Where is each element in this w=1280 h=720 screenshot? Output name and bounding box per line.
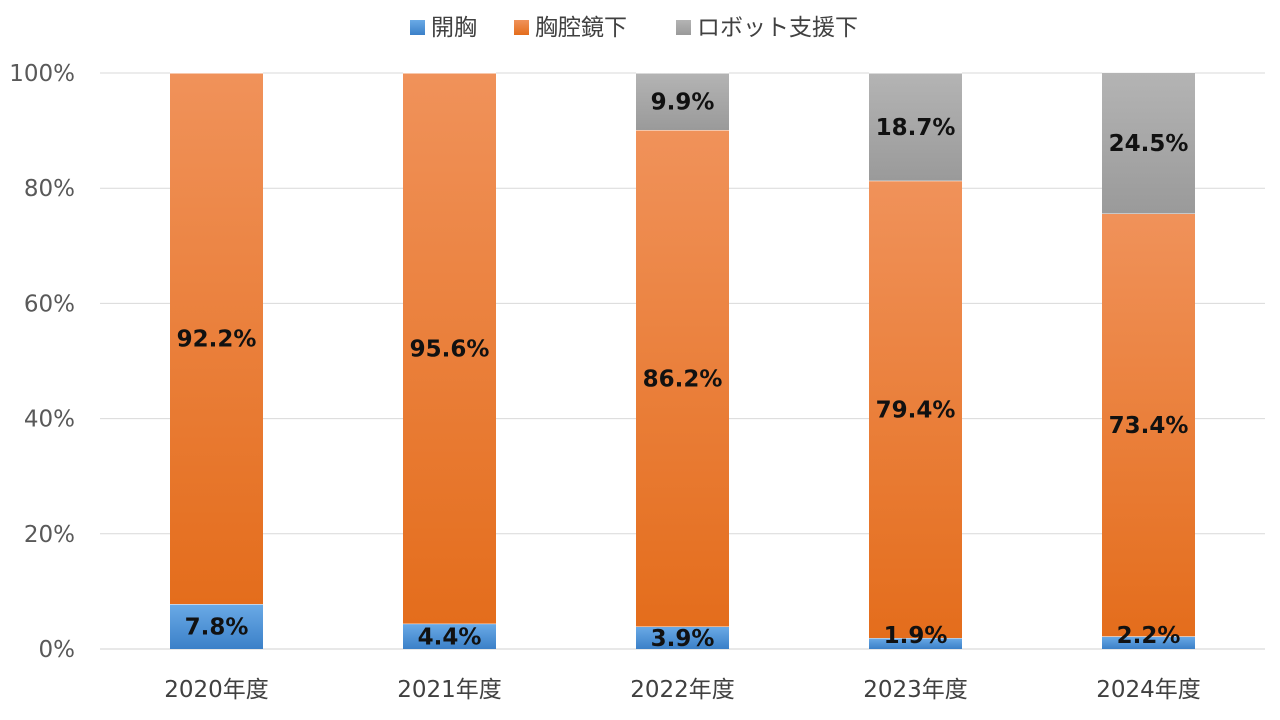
- data-label: 1.9%: [884, 623, 948, 649]
- x-tick-label: 2020年度: [164, 677, 269, 703]
- bar-segment: [1102, 213, 1195, 637]
- y-tick-label: 40%: [24, 407, 75, 433]
- x-axis: 2020年度 2021年度 2022年度 2023年度 2024年度: [164, 677, 1201, 703]
- legend-swatch: [410, 20, 425, 35]
- bar-segment: [1102, 636, 1195, 649]
- data-label: 95.6%: [410, 336, 490, 362]
- data-label: 18.7%: [876, 115, 956, 141]
- x-tick-label: 2021年度: [397, 677, 502, 703]
- bar-segment: [869, 638, 962, 649]
- bar-segment: [403, 623, 496, 649]
- bar-segment: [869, 180, 962, 639]
- bar-segment: [636, 73, 729, 131]
- bar-segment: [636, 130, 729, 627]
- bar-group: 1.9% 79.4% 18.7%: [869, 72, 962, 649]
- data-label: 2.2%: [1117, 623, 1181, 649]
- bar-group: 2.2% 73.4% 24.5%: [1102, 71, 1195, 649]
- x-tick-label: 2024年度: [1096, 677, 1201, 703]
- y-tick-label: 80%: [24, 176, 75, 202]
- data-label: 24.5%: [1109, 131, 1189, 157]
- data-label: 7.8%: [185, 615, 249, 641]
- bar-segment: [403, 73, 496, 624]
- legend-label: 開胸: [431, 15, 477, 41]
- bar-segment: [1102, 72, 1195, 214]
- y-tick-label: 60%: [24, 291, 75, 317]
- data-label: 4.4%: [418, 624, 482, 650]
- x-tick-label: 2023年度: [863, 677, 968, 703]
- y-tick-label: 20%: [24, 522, 75, 548]
- legend-item: 胸腔鏡下: [514, 15, 627, 41]
- legend-swatch: [514, 20, 529, 35]
- bar-segment: [170, 73, 263, 605]
- y-axis: 0% 20% 40% 60% 80% 100%: [9, 61, 75, 663]
- legend-item: ロボット支援下: [676, 15, 858, 41]
- bar-segment: [170, 604, 263, 649]
- data-label: 3.9%: [651, 626, 715, 652]
- data-label: 86.2%: [643, 366, 723, 392]
- bar-group: 3.9% 86.2% 9.9%: [636, 72, 729, 652]
- bars: 7.8% 92.2% 4.4% 95.6% 3.9% 86.2% 9.9% 1.9% 79.4%…: [170, 71, 1195, 652]
- x-tick-label: 2022年度: [630, 677, 735, 703]
- y-tick-label: 0%: [39, 637, 76, 663]
- data-label: 92.2%: [177, 327, 257, 353]
- data-label: 79.4%: [876, 397, 956, 423]
- bar-group: 4.4% 95.6%: [403, 72, 496, 650]
- legend-label: 胸腔鏡下: [535, 15, 627, 41]
- data-label: 73.4%: [1109, 413, 1189, 439]
- bar-segment: [636, 626, 729, 649]
- y-tick-label: 100%: [9, 61, 75, 87]
- legend-item: 開胸: [410, 15, 477, 41]
- legend-swatch: [676, 20, 691, 35]
- legend: 開胸 胸腔鏡下 ロボット支援下: [410, 15, 858, 41]
- data-label: 9.9%: [651, 90, 715, 116]
- bar-group: 7.8% 92.2%: [170, 72, 263, 649]
- bar-segment: [869, 73, 962, 181]
- legend-label: ロボット支援下: [697, 15, 858, 41]
